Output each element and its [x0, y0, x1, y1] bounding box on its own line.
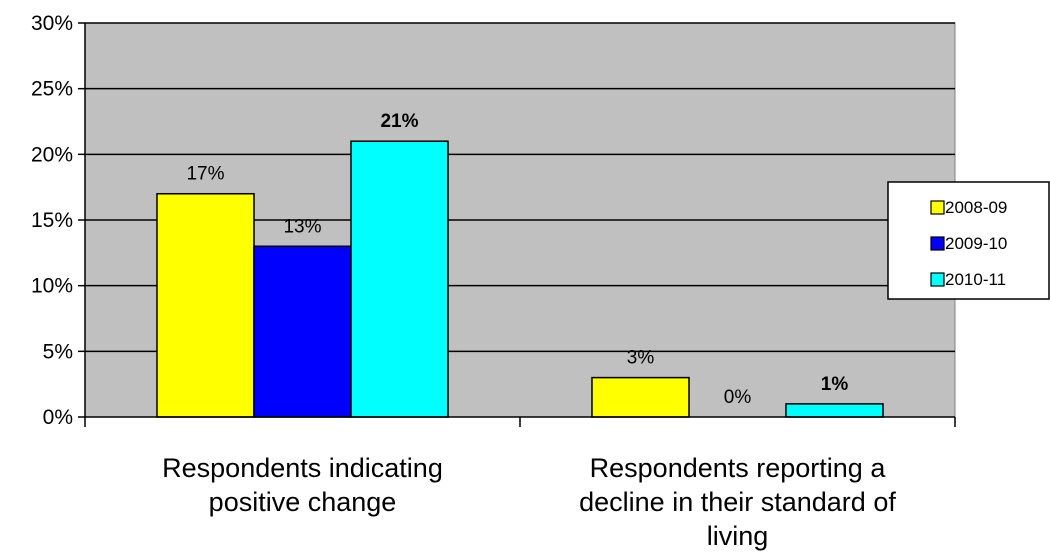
legend-swatch-2008-09 [930, 200, 945, 215]
x-category-label: Respondents reporting a decline in their … [579, 453, 896, 551]
y-tick-label: 5% [43, 340, 73, 363]
bar-2010-11-0 [350, 140, 449, 418]
data-label: 13% [283, 216, 321, 237]
y-tick-label: 0% [43, 406, 73, 429]
legend: 2008-09 2009-10 2010-11 [887, 181, 1050, 300]
legend-swatch-2009-10 [930, 236, 945, 251]
y-tick-label: 15% [31, 209, 73, 232]
legend-swatch-2010-11 [930, 272, 945, 287]
x-category-label-line: positive change [209, 487, 397, 517]
x-category-label-line: living [707, 521, 769, 551]
y-tick-label: 25% [31, 78, 73, 101]
y-tick-label: 10% [31, 275, 73, 298]
bars [156, 140, 884, 418]
data-label: 1% [821, 374, 849, 395]
x-category-label-line: decline in their standard of [579, 487, 896, 517]
legend-label: 2008-09 [945, 198, 1007, 217]
bar-2008-09-1 [591, 376, 690, 418]
bar-2008-09-0 [156, 192, 255, 418]
y-tick-label: 20% [31, 143, 73, 166]
data-label: 0% [724, 387, 752, 408]
legend-label: 2009-10 [945, 234, 1007, 253]
y-tick-label: 30% [31, 12, 73, 35]
x-category-label-line: Respondents reporting a [590, 453, 887, 483]
legend-box [887, 181, 1050, 300]
data-labels: 17% 3% 13% 0% 21% 1% [186, 111, 848, 408]
data-label: 21% [380, 111, 418, 132]
bar-2009-10-0 [253, 245, 352, 418]
axes: 0% 5% 10% 15% 20% 25% 30% Respondents indicatin… [31, 12, 956, 551]
bar-2010-11-1 [785, 403, 884, 418]
data-label: 3% [627, 348, 655, 369]
x-category-label-line: Respondents indicating [162, 453, 443, 483]
x-category-label: Respondents indicating positive change [162, 453, 443, 517]
data-label: 17% [186, 164, 224, 185]
legend-label: 2010-11 [945, 270, 1006, 289]
